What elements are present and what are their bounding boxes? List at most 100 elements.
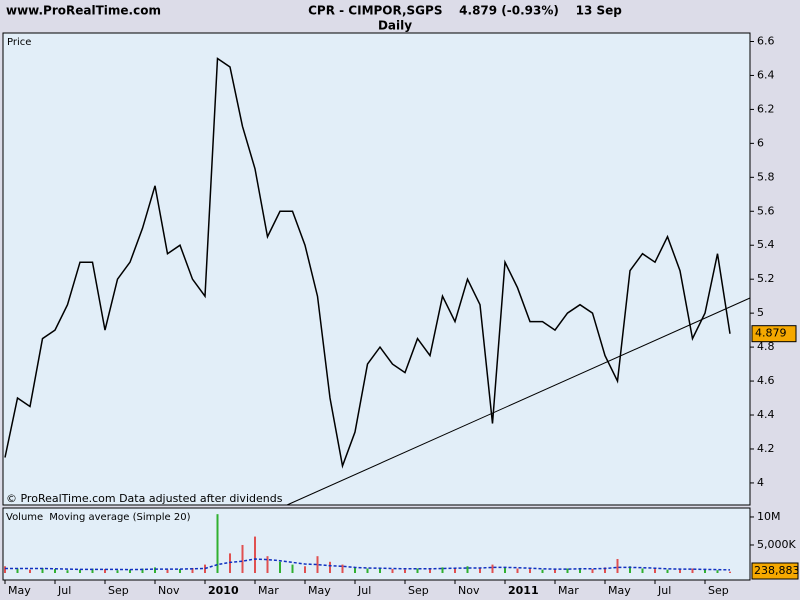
volume-bar — [404, 569, 406, 573]
volume-bar — [166, 569, 169, 573]
x-tick-label: May — [308, 584, 331, 597]
y-tick-label: 5.2 — [757, 272, 775, 285]
volume-bar — [454, 568, 456, 573]
y-tick-label: 4.2 — [757, 442, 775, 455]
volume-bar — [391, 569, 394, 573]
volume-bar — [416, 568, 419, 573]
y-tick-label: 5,000K — [757, 538, 796, 551]
volume-bar — [541, 569, 544, 573]
volume-bar — [341, 564, 344, 573]
volume-bar — [516, 568, 519, 573]
volume-bar — [641, 568, 644, 573]
legend-entry: Volume — [6, 512, 43, 523]
y-tick-label: 10M — [757, 510, 781, 523]
volume-bar — [466, 566, 469, 573]
volume-bar — [529, 569, 531, 573]
volume-bar — [379, 567, 381, 573]
volume-bar — [279, 561, 281, 573]
volume-bar — [291, 564, 294, 573]
volume-bar — [704, 569, 706, 573]
volume-bar — [716, 570, 719, 573]
volume-bar — [241, 544, 244, 573]
volume-bar — [304, 566, 306, 573]
footer: © ProRealTime.com Data adjusted after di… — [6, 492, 283, 505]
x-tick-label: Sep — [408, 584, 429, 597]
volume-bar — [366, 568, 369, 573]
volume-bar — [729, 571, 731, 573]
volume-bar — [79, 569, 81, 573]
volume-bar — [91, 568, 94, 573]
site: www.ProRealTime.com — [6, 4, 161, 18]
volume-bar — [504, 567, 506, 573]
volume-bar — [16, 568, 19, 573]
volume-bar — [129, 569, 131, 573]
y-tick-label: 5.4 — [757, 238, 775, 251]
volume-bar — [354, 567, 356, 573]
volume-bar — [116, 570, 119, 573]
y-tick-label: 4.4 — [757, 408, 775, 421]
volume-bar — [666, 569, 669, 573]
volume-bar — [616, 558, 619, 573]
volume-bar — [579, 567, 581, 573]
last-price-badge — [751, 325, 797, 343]
volume-bar — [679, 569, 681, 573]
y-tick-label: 4 — [757, 476, 764, 489]
chart-title: CPR - CIMPOR,SGPS 4.879 (-0.93%) 13 Sep — [308, 4, 622, 18]
x-tick-label: Nov — [458, 584, 480, 597]
volume-bar — [216, 514, 219, 573]
x-tick-label: May — [8, 584, 31, 597]
volume-bar — [29, 569, 31, 573]
volume-bar — [591, 569, 594, 573]
x-tick-label: Nov — [158, 584, 180, 597]
volume-bar — [429, 569, 431, 573]
x-tick-label: Mar — [558, 584, 579, 597]
y-tick-label: 6.4 — [757, 68, 775, 81]
volume-bar — [441, 567, 444, 573]
volume-bar — [479, 567, 481, 573]
volume-bar — [604, 567, 606, 573]
x-tick-label: Sep — [708, 584, 729, 597]
volume-bar — [154, 567, 156, 573]
volume-bar — [316, 556, 319, 573]
volume-bar — [491, 564, 494, 573]
period: Daily — [378, 19, 412, 33]
volume-bar — [191, 567, 194, 573]
volume-bar — [266, 556, 269, 573]
y-tick-label: 5.6 — [757, 204, 775, 217]
legend-entry: Moving average (Simple 20) — [49, 512, 190, 523]
y-tick-label: 4.6 — [757, 374, 775, 387]
trend-line — [286, 297, 751, 506]
volume-bar — [691, 568, 694, 573]
volume-bar — [566, 568, 569, 573]
price-panel — [2, 32, 751, 506]
x-tick-label: 2010 — [208, 584, 239, 597]
volume-bar — [629, 566, 631, 573]
y-tick-label: 6.2 — [757, 102, 775, 115]
volume-bar — [179, 569, 181, 573]
last-volume-badge — [751, 562, 799, 580]
series-line — [5, 558, 731, 571]
series-line — [4, 57, 731, 469]
volume-bar — [4, 566, 6, 573]
y-tick-label: 6.6 — [757, 34, 775, 47]
x-tick-label: Jul — [57, 584, 71, 597]
y-tick-label: 6 — [757, 136, 764, 149]
volume-bar — [41, 567, 44, 573]
volume-bar — [54, 569, 56, 573]
y-tick-label: 5 — [757, 306, 764, 319]
x-tick-label: Jul — [357, 584, 371, 597]
volume-bar — [66, 570, 69, 573]
x-tick-label: May — [608, 584, 631, 597]
x-tick-label: Sep — [108, 584, 129, 597]
x-tick-label: 2011 — [508, 584, 539, 597]
volume-bar — [554, 569, 556, 573]
last-price: 4.879 — [755, 327, 787, 340]
panel-title: Price — [7, 37, 31, 48]
volume-bar — [654, 569, 656, 573]
volume-bar — [141, 568, 144, 573]
volume-bar — [229, 553, 231, 573]
x-tick-label: Jul — [657, 584, 671, 597]
volume-bar — [329, 561, 331, 573]
